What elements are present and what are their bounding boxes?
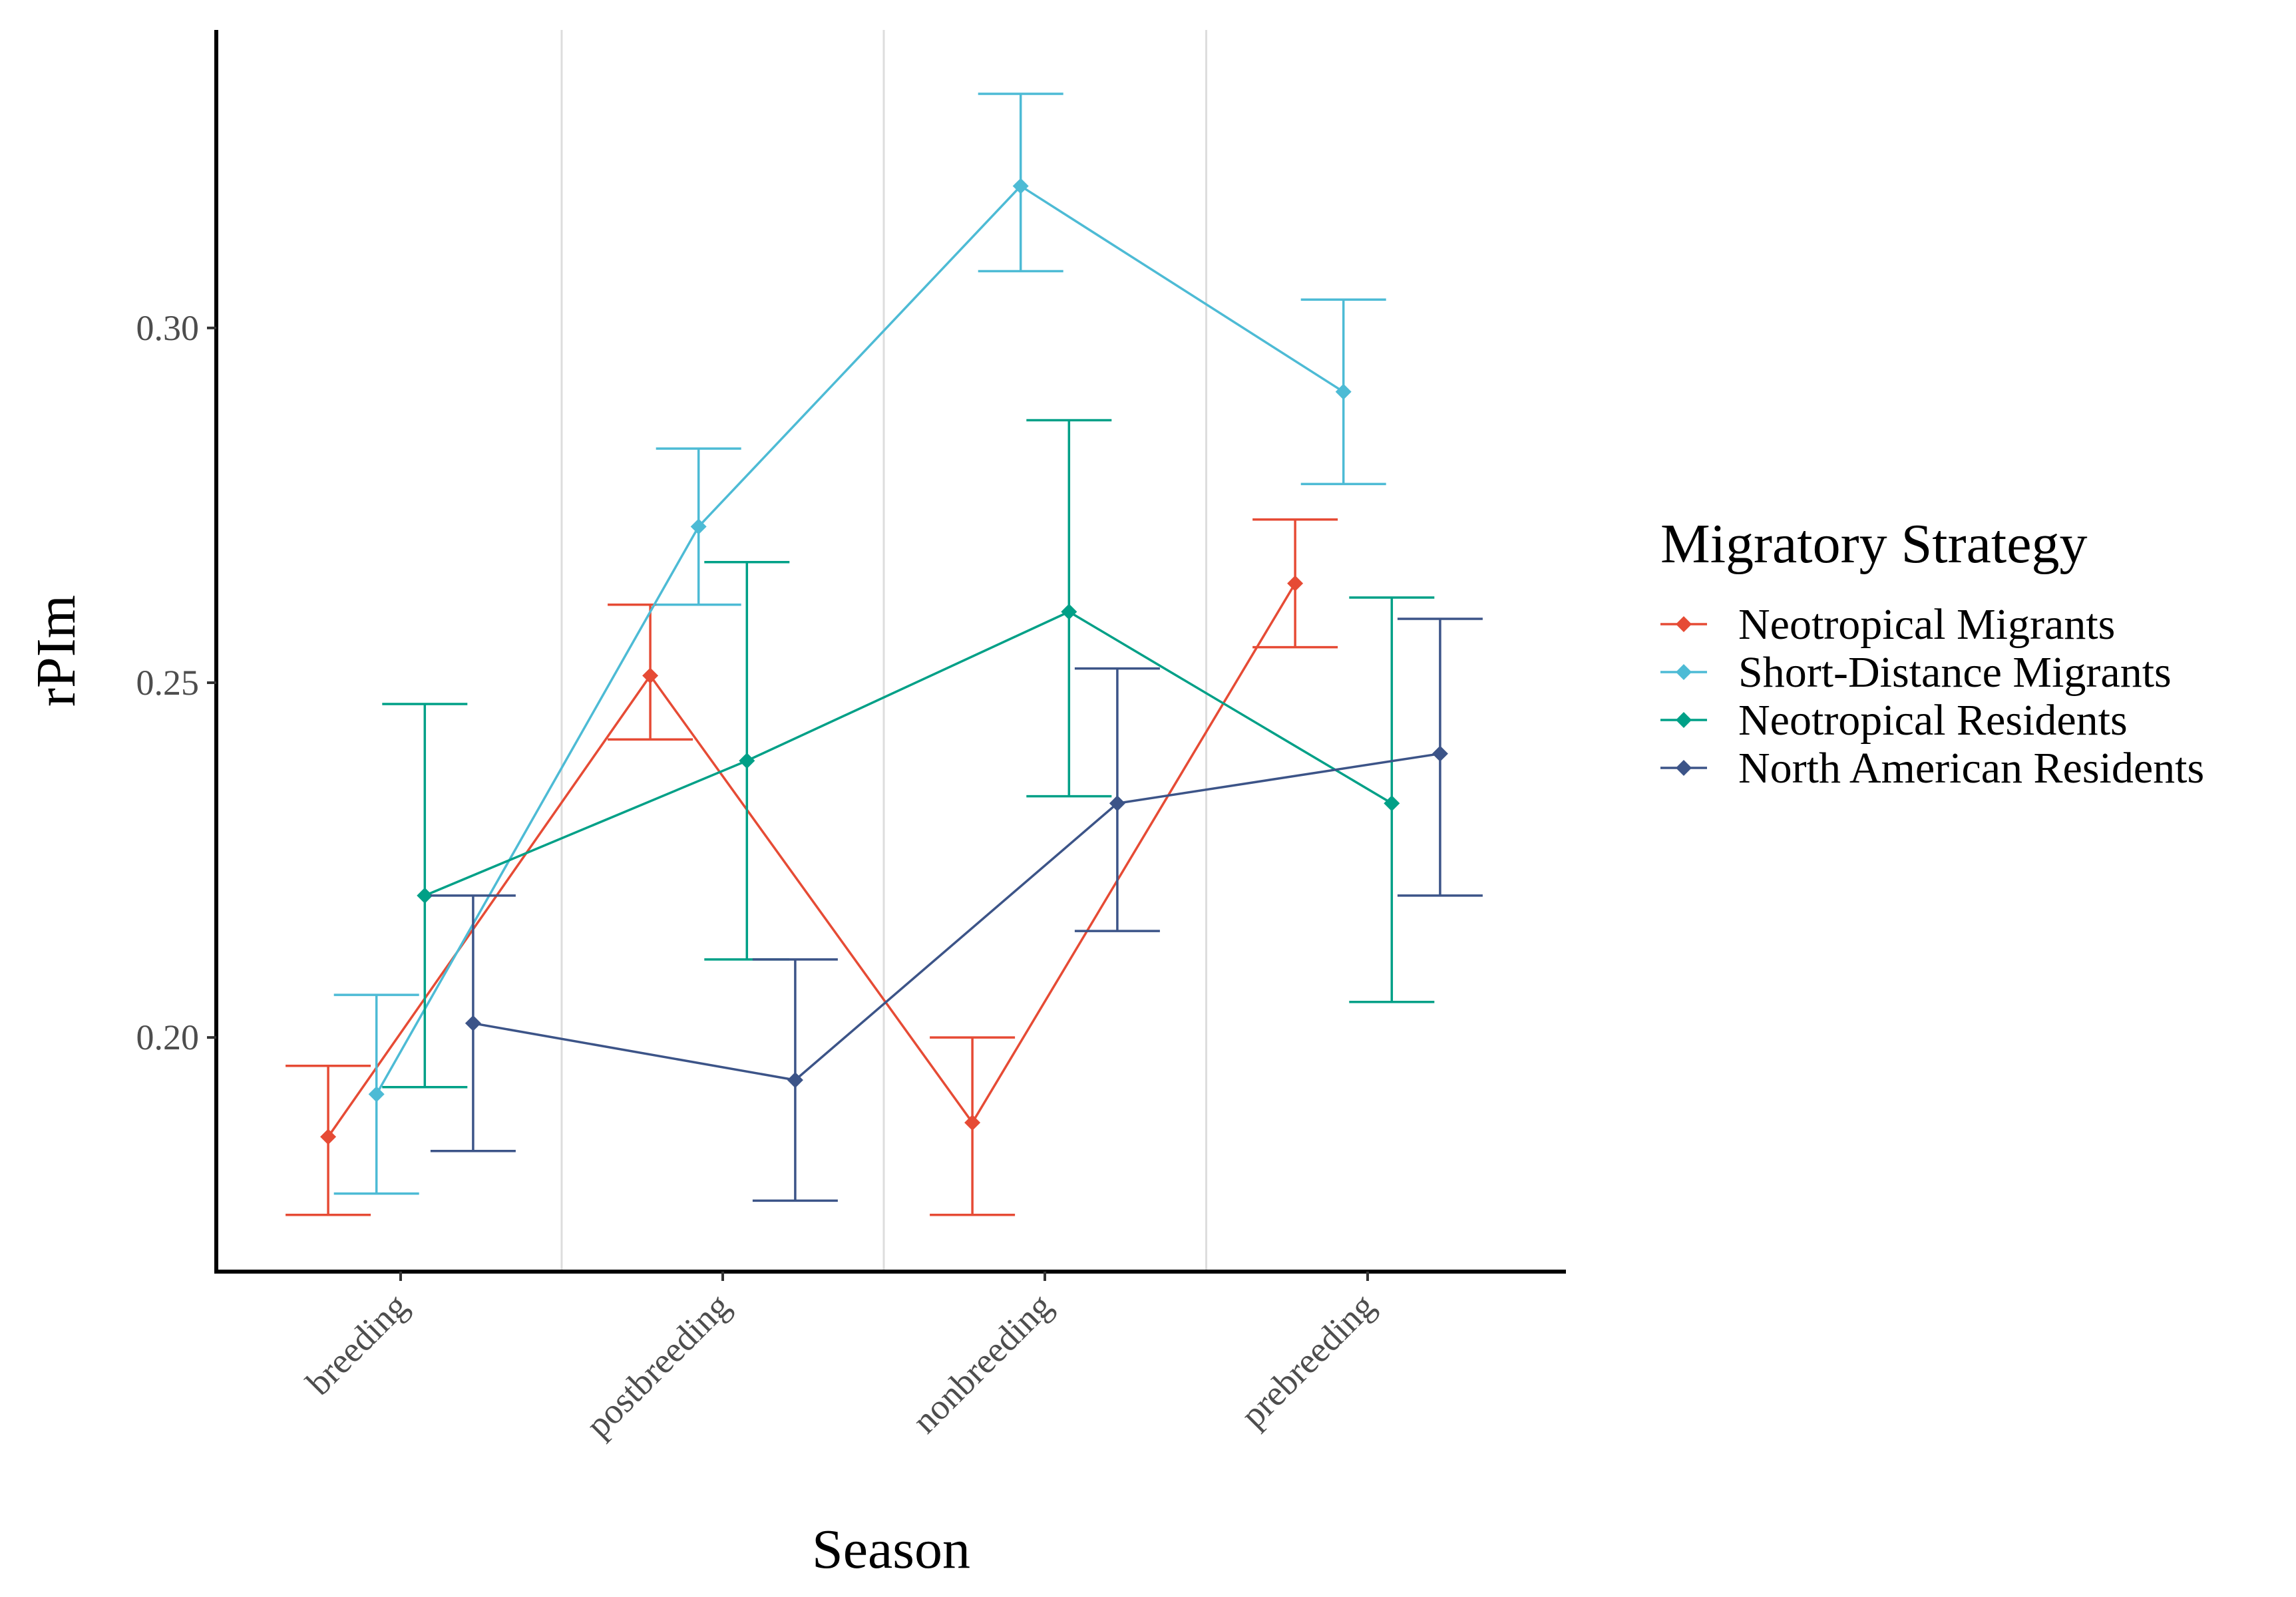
series-line	[327, 582, 1296, 1138]
axes	[214, 30, 1566, 1274]
data-point	[320, 1129, 337, 1145]
data-point	[690, 518, 707, 535]
data-point	[642, 667, 659, 684]
series-line	[473, 752, 1441, 1081]
data-point	[1109, 795, 1125, 812]
x-tick-label: breeding	[298, 1286, 415, 1403]
legend-label: Short-Distance Migrants	[1738, 648, 2172, 697]
data-point	[1384, 795, 1400, 812]
series-group	[382, 419, 1435, 1089]
legend-title: Migratory Strategy	[1660, 513, 2088, 575]
legend-key-point	[1676, 760, 1692, 776]
y-tick-label: 0.20	[136, 1017, 200, 1057]
data-point	[1061, 604, 1077, 620]
series-line	[424, 610, 1393, 897]
x-tick-label: prebreeding	[1233, 1286, 1383, 1435]
ticks: 0.20 0.25 0.30 breeding postbreeding nonbreed…	[136, 308, 1383, 1445]
data-point	[1432, 745, 1448, 762]
data-point	[1012, 178, 1029, 194]
data-point	[739, 753, 755, 769]
data-point	[964, 1115, 981, 1131]
legend-item: Neotropical Residents	[1660, 696, 2128, 745]
series-group	[430, 618, 1483, 1202]
series-line	[375, 184, 1344, 1095]
data-point	[465, 1015, 481, 1031]
legend-label: Neotropical Residents	[1738, 696, 2128, 745]
legend-item: Neotropical Migrants	[1660, 600, 2115, 649]
gridlines	[560, 30, 1207, 1272]
series-group	[333, 92, 1386, 1195]
x-tick-label: postbreeding	[578, 1286, 738, 1445]
data-point	[417, 887, 433, 904]
legend-key-point	[1676, 712, 1692, 728]
data-point	[1287, 575, 1304, 592]
data-point	[368, 1086, 385, 1103]
legend-item: Short-Distance Migrants	[1660, 648, 2172, 697]
series-layer	[286, 92, 1483, 1216]
legend-key-point	[1676, 616, 1692, 632]
x-tick-label: nonbreeding	[904, 1286, 1059, 1441]
legend: Migratory Strategy Neotropical MigrantsS…	[1660, 513, 2204, 793]
data-point	[1335, 383, 1352, 400]
series-group	[286, 518, 1338, 1216]
x-axis-title: Season	[812, 1518, 970, 1580]
data-point	[787, 1072, 803, 1089]
y-axis-title: rPIm	[25, 595, 87, 707]
y-tick-label: 0.30	[136, 308, 200, 348]
legend-item: North American Residents	[1660, 744, 2204, 793]
y-tick-label: 0.25	[136, 663, 200, 703]
legend-label: Neotropical Migrants	[1738, 600, 2115, 649]
legend-key-point	[1676, 664, 1692, 680]
legend-label: North American Residents	[1738, 744, 2204, 793]
